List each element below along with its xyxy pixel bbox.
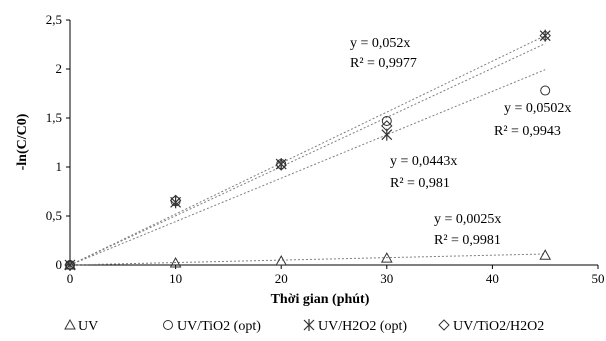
x-tick-label: 50 [592,271,605,286]
data-point-diamond [169,194,182,207]
equation-label: y = 0,0443x [390,154,457,169]
legend-label-uv-tio2-h2o2: UV/TiO2/H2O2 [453,319,544,334]
trendlines [69,35,546,266]
legend-marker-triangle [64,318,76,330]
legend-label-uv-h2o2: UV/H2O2 (opt) [318,319,407,334]
equation-labels: y = 0,052x R² = 0,9977 y = 0,0502x R² = … [350,36,571,248]
axis-ticks: 0 10 20 30 40 50 0 0,5 1 1,5 2 2,5 [46,12,605,286]
trendline [69,69,546,266]
data-point-triangle [275,255,288,266]
legend-markers [64,318,450,331]
legend-marker-diamond [438,319,450,331]
y-axis-title: -ln(C/C0) [15,113,30,170]
trendline [69,253,546,266]
x-tick-label: 20 [275,271,288,286]
data-point-diamond [64,259,76,271]
data-point-diamond [381,120,393,132]
y-tick-label: 2 [56,61,63,76]
equation-label: y = 0,0502x [504,101,571,116]
y-tick-label: 1 [56,159,63,174]
legend-label-uv: UV [78,319,98,334]
x-axis-title: Thời gian (phút) [271,292,370,307]
y-tick-label: 0 [56,257,63,272]
r2-label: R² = 0,9943 [494,124,561,139]
trendline [69,43,546,266]
data-point-circle [381,115,392,126]
x-tick-label: 10 [169,271,182,286]
r2-label: R² = 0,9977 [350,56,417,71]
data-point-triangle [539,249,552,260]
data-point-circle [540,85,551,96]
trendline [69,35,546,266]
data-point-triangle [380,252,393,263]
y-tick-label: 1,5 [46,110,62,125]
legend: UV UV/TiO2 (opt) UV/H2O2 (opt) UV/TiO2/H… [64,318,544,334]
data-point-asterisk [64,259,76,271]
data-point-asterisk [539,29,551,42]
equation-label: y = 0,0025x [434,212,501,227]
y-tick-label: 0,5 [46,208,62,223]
x-tick-label: 30 [380,271,393,286]
data-markers [64,29,552,271]
data-point-diamond [539,29,551,42]
equation-label: y = 0,052x [350,36,410,51]
x-tick-label: 0 [67,271,74,286]
y-tick-label: 2,5 [46,12,62,27]
legend-marker-circle [163,320,173,330]
data-point-diamond [275,159,287,171]
x-tick-label: 40 [486,271,499,286]
legend-label-uv-tio2: UV/TiO2 (opt) [177,319,261,334]
r2-label: R² = 0,9981 [434,233,501,248]
r2-label: R² = 0,981 [390,176,450,191]
legend-marker-asterisk [303,319,315,331]
data-point-triangle [169,257,182,268]
